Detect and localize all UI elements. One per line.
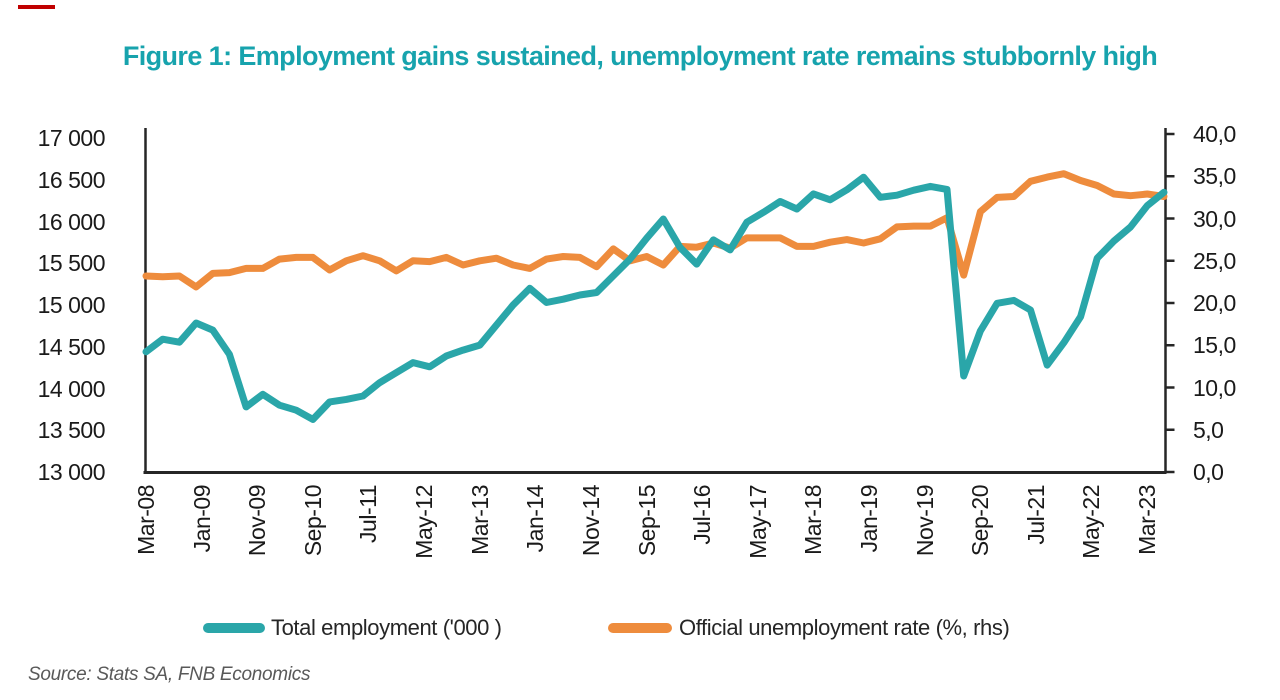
y-axis-tick-label-right: 40,0 [1193,121,1236,147]
y-axis-tick-label-right: 25,0 [1193,247,1236,274]
y-axis-tick-label-left: 14 500 [37,333,106,360]
x-axis-tick-label: Mar-23 [1134,485,1160,555]
x-axis-tick-label: Mar-08 [133,485,159,555]
x-axis-tick-label: Nov-09 [244,485,271,557]
y-axis-tick-label-left: 16 000 [37,208,106,235]
y-axis-tick-label-right: 5,0 [1193,416,1224,443]
y-axis-tick-label-right: 10,0 [1193,374,1236,401]
y-axis-tick-label-left: 17 000 [37,125,106,151]
x-axis-tick-label: May-22 [1078,485,1105,559]
y-axis-tick-label-left: 15 500 [37,250,106,277]
figure-title: Figure 1: Employment gains sustained, un… [122,41,1158,71]
y-axis-tick-label-right: 30,0 [1193,205,1236,232]
y-axis-tick-label-left: 14 000 [37,375,106,402]
x-axis-tick-label: Jan-09 [188,485,215,553]
legend-label-total-employment: Total employment ('000 ) [271,615,502,640]
x-axis-tick-label: Jul-11 [355,485,382,543]
y-axis-tick-label-left: 13 000 [37,459,106,485]
x-axis-tick-label: Jan-14 [522,485,549,553]
x-axis-tick-label: Mar-13 [466,485,493,555]
x-axis-tick-label: Nov-14 [577,485,604,557]
legend-swatch-total-employment [203,623,265,633]
x-axis-tick-label: Sep-15 [633,485,660,557]
y-axis-tick-label-left: 15 000 [37,292,106,318]
y-axis-tick-label-left: 16 500 [37,166,106,193]
source-note: Source: Stats SA, FNB Economics [28,664,311,685]
x-axis-tick-label: Jan-19 [855,485,882,553]
x-axis-tick-label: May-12 [411,485,438,559]
y-axis-tick-label-right: 35,0 [1193,163,1236,190]
x-axis-tick-label: May-17 [744,485,771,559]
x-axis-tick-label: Sep-10 [299,485,326,557]
y-axis-tick-label-left: 13 500 [37,417,106,444]
y-axis-tick-label-right: 20,0 [1193,290,1236,316]
x-axis-tick-label: Mar-18 [800,485,827,555]
y-axis-tick-label-right: 0,0 [1193,459,1224,485]
x-axis-tick-label: Jul-21 [1022,485,1049,545]
unemployment-rate-line [142,170,1168,291]
x-axis-tick-label: Jul-16 [689,485,716,545]
x-axis-tick-label: Sep-20 [967,485,994,557]
total-employment-line [142,173,1168,423]
page-accent-dash [18,5,55,9]
y-axis-tick-label-right: 15,0 [1193,332,1236,359]
x-axis-tick-label: Nov-19 [911,485,938,557]
legend-label-unemployment-rate: Official unemployment rate (%, rhs) [679,615,1010,640]
legend-swatch-unemployment-rate [608,623,672,633]
